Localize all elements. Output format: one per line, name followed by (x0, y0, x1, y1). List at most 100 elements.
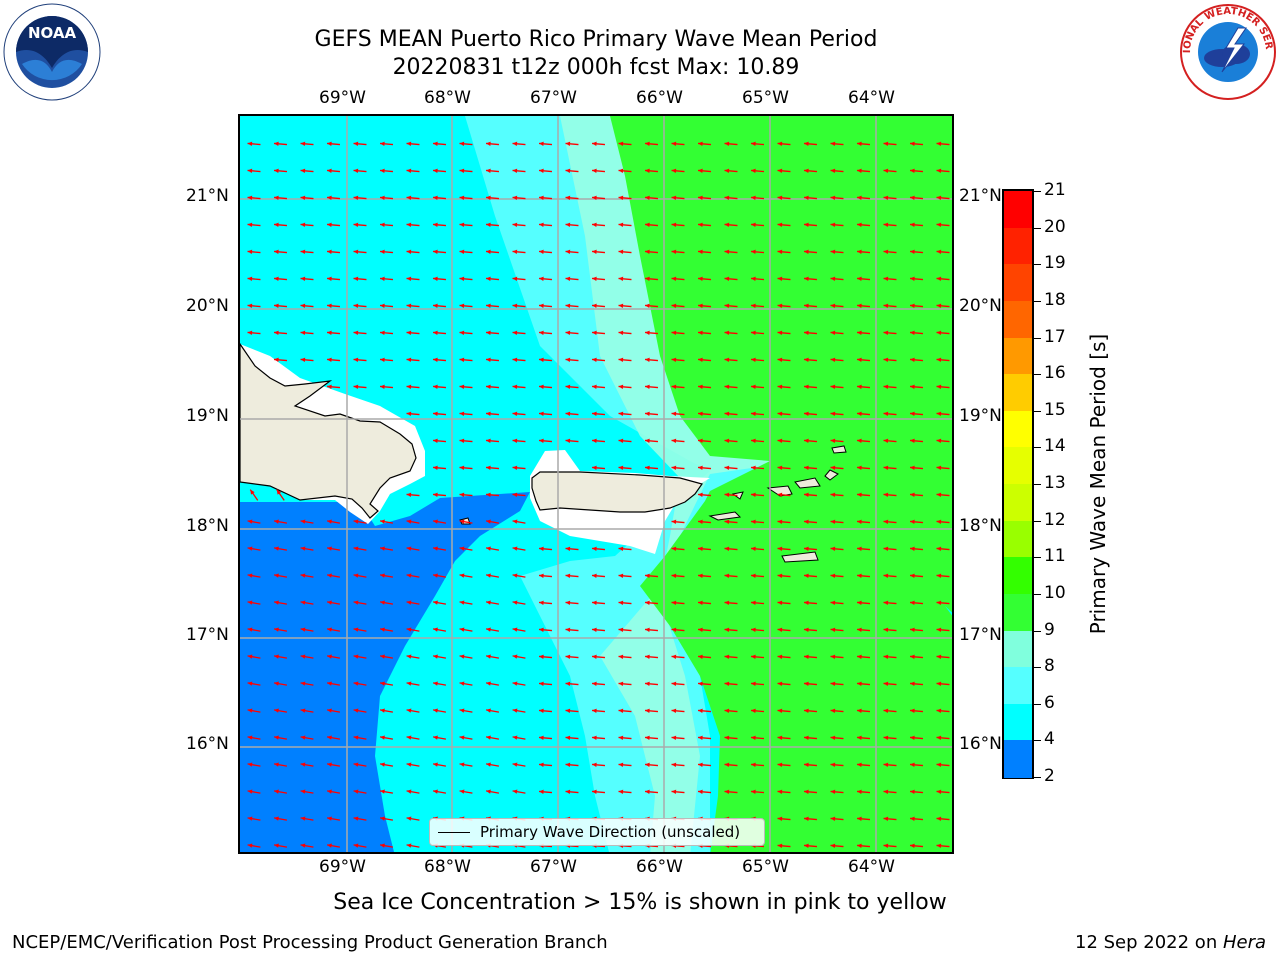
wave-arrow-head (777, 681, 783, 686)
wave-arrow-head (698, 411, 703, 416)
wave-arrow-head (327, 573, 332, 578)
colorbar-segment (1004, 703, 1032, 741)
wave-arrow-head (618, 708, 624, 713)
wave-arrow-head (406, 411, 412, 416)
wave-arrow-head (751, 249, 756, 254)
wave-arrow-head (698, 222, 703, 227)
wave-arrow-head (406, 546, 412, 551)
wave-arrow-head (777, 573, 783, 578)
wave-arrow-head (777, 708, 783, 713)
wave-arrow-head (777, 168, 783, 173)
colorbar-segment (1004, 593, 1032, 631)
wave-arrow-head (857, 357, 862, 362)
wave-arrow-head (671, 681, 677, 686)
wave-arrow-head (936, 654, 942, 659)
wave-arrow-head (353, 708, 359, 713)
wave-arrow-head (406, 708, 412, 713)
land-anegada (831, 445, 847, 454)
wave-arrow-head (433, 222, 438, 227)
wave-arrow-head (777, 384, 783, 389)
wave-arrow-head (698, 276, 703, 281)
wave-arrow-head (883, 249, 889, 254)
wave-arrow-head (512, 492, 518, 497)
wave-arrow-head (406, 276, 412, 281)
wave-arrow-head (327, 141, 332, 146)
lon-label-bottom: 69°W (319, 857, 366, 877)
wave-arrow-head (274, 546, 279, 551)
wave-arrow-head (565, 789, 571, 794)
wave-arrow-head (751, 384, 756, 389)
land-st-croix (781, 551, 819, 563)
wave-arrow-head (274, 303, 279, 308)
lat-label-right: 19°N (959, 406, 1002, 426)
wave-arrow-head (804, 303, 809, 308)
wave-arrow-head (645, 465, 650, 470)
wave-arrow-head (618, 357, 624, 362)
wave-arrow-head (857, 465, 862, 470)
wave-arrow-head (327, 681, 332, 686)
wave-arrow-head (300, 222, 306, 227)
colorbar-tick-mark (1034, 447, 1041, 449)
wave-arrow-head (883, 465, 889, 470)
wave-arrow-head (910, 654, 915, 659)
wave-arrow-head (512, 276, 518, 281)
wave-arrow-head (857, 276, 862, 281)
wave-arrow-head (936, 573, 942, 578)
wave-arrow-head (592, 789, 597, 794)
wave-arrow-head (247, 708, 253, 713)
lon-label-top: 69°W (319, 88, 366, 108)
wave-arrow-head (459, 438, 465, 443)
colorbar-tick-mark (1034, 337, 1041, 339)
colorbar-tick-mark (1034, 227, 1041, 229)
wave-arrow-head (671, 600, 677, 605)
wave-arrow-head (857, 843, 862, 848)
wave-arrow-head (777, 411, 783, 416)
wave-arrow-head (459, 627, 465, 632)
wave-arrow-head (247, 222, 253, 227)
wave-arrow-head (698, 519, 703, 524)
wave-arrow-head (459, 384, 465, 389)
wave-arrow-head (486, 789, 491, 794)
colorbar-tick-label: 15 (1044, 399, 1066, 420)
wave-arrow-head (804, 195, 809, 200)
wave-arrow-head (724, 438, 730, 443)
wave-arrow-head (459, 600, 465, 605)
wave-arrow-head (539, 357, 544, 362)
wave-arrow-head (539, 627, 544, 632)
wave-arrow-head (539, 222, 544, 227)
wave-arrow-head (353, 195, 359, 200)
wave-arrow-head (592, 627, 597, 632)
wave-arrow-head (751, 357, 756, 362)
colorbar-tick-label: 14 (1044, 436, 1066, 457)
wave-arrow-head (751, 141, 756, 146)
wave-arrow-head (618, 195, 624, 200)
wave-arrow-head (433, 681, 438, 686)
wave-arrow-head (857, 303, 862, 308)
wave-arrow-head (936, 222, 942, 227)
wave-arrow-head (512, 789, 518, 794)
wave-arrow-head (883, 330, 889, 335)
wave-arrow-head (274, 789, 279, 794)
wave-arrow-head (512, 303, 518, 308)
wave-arrow-head (777, 465, 783, 470)
wave-arrow-head (592, 249, 597, 254)
colorbar-segment (1004, 410, 1032, 448)
wave-arrow-head (645, 195, 650, 200)
wave-arrow-head (380, 816, 385, 821)
wave-arrow-head (777, 303, 783, 308)
wave-arrow-head (406, 249, 412, 254)
wave-arrow-head (936, 276, 942, 281)
wave-arrow-head (910, 735, 915, 740)
colorbar-tick-mark (1034, 410, 1041, 412)
wave-arrow-head (645, 654, 650, 659)
wave-arrow-head (327, 195, 332, 200)
wave-arrow-head (565, 735, 571, 740)
wave-arrow-head (857, 384, 862, 389)
wave-arrow-head (936, 141, 942, 146)
wave-arrow-head (830, 276, 836, 281)
wave-arrow-head (486, 735, 491, 740)
colorbar-segment (1004, 191, 1032, 229)
wave-arrow-head (724, 762, 730, 767)
colorbar-tick-label: 8 (1044, 656, 1055, 677)
wave-arrow-head (300, 546, 306, 551)
